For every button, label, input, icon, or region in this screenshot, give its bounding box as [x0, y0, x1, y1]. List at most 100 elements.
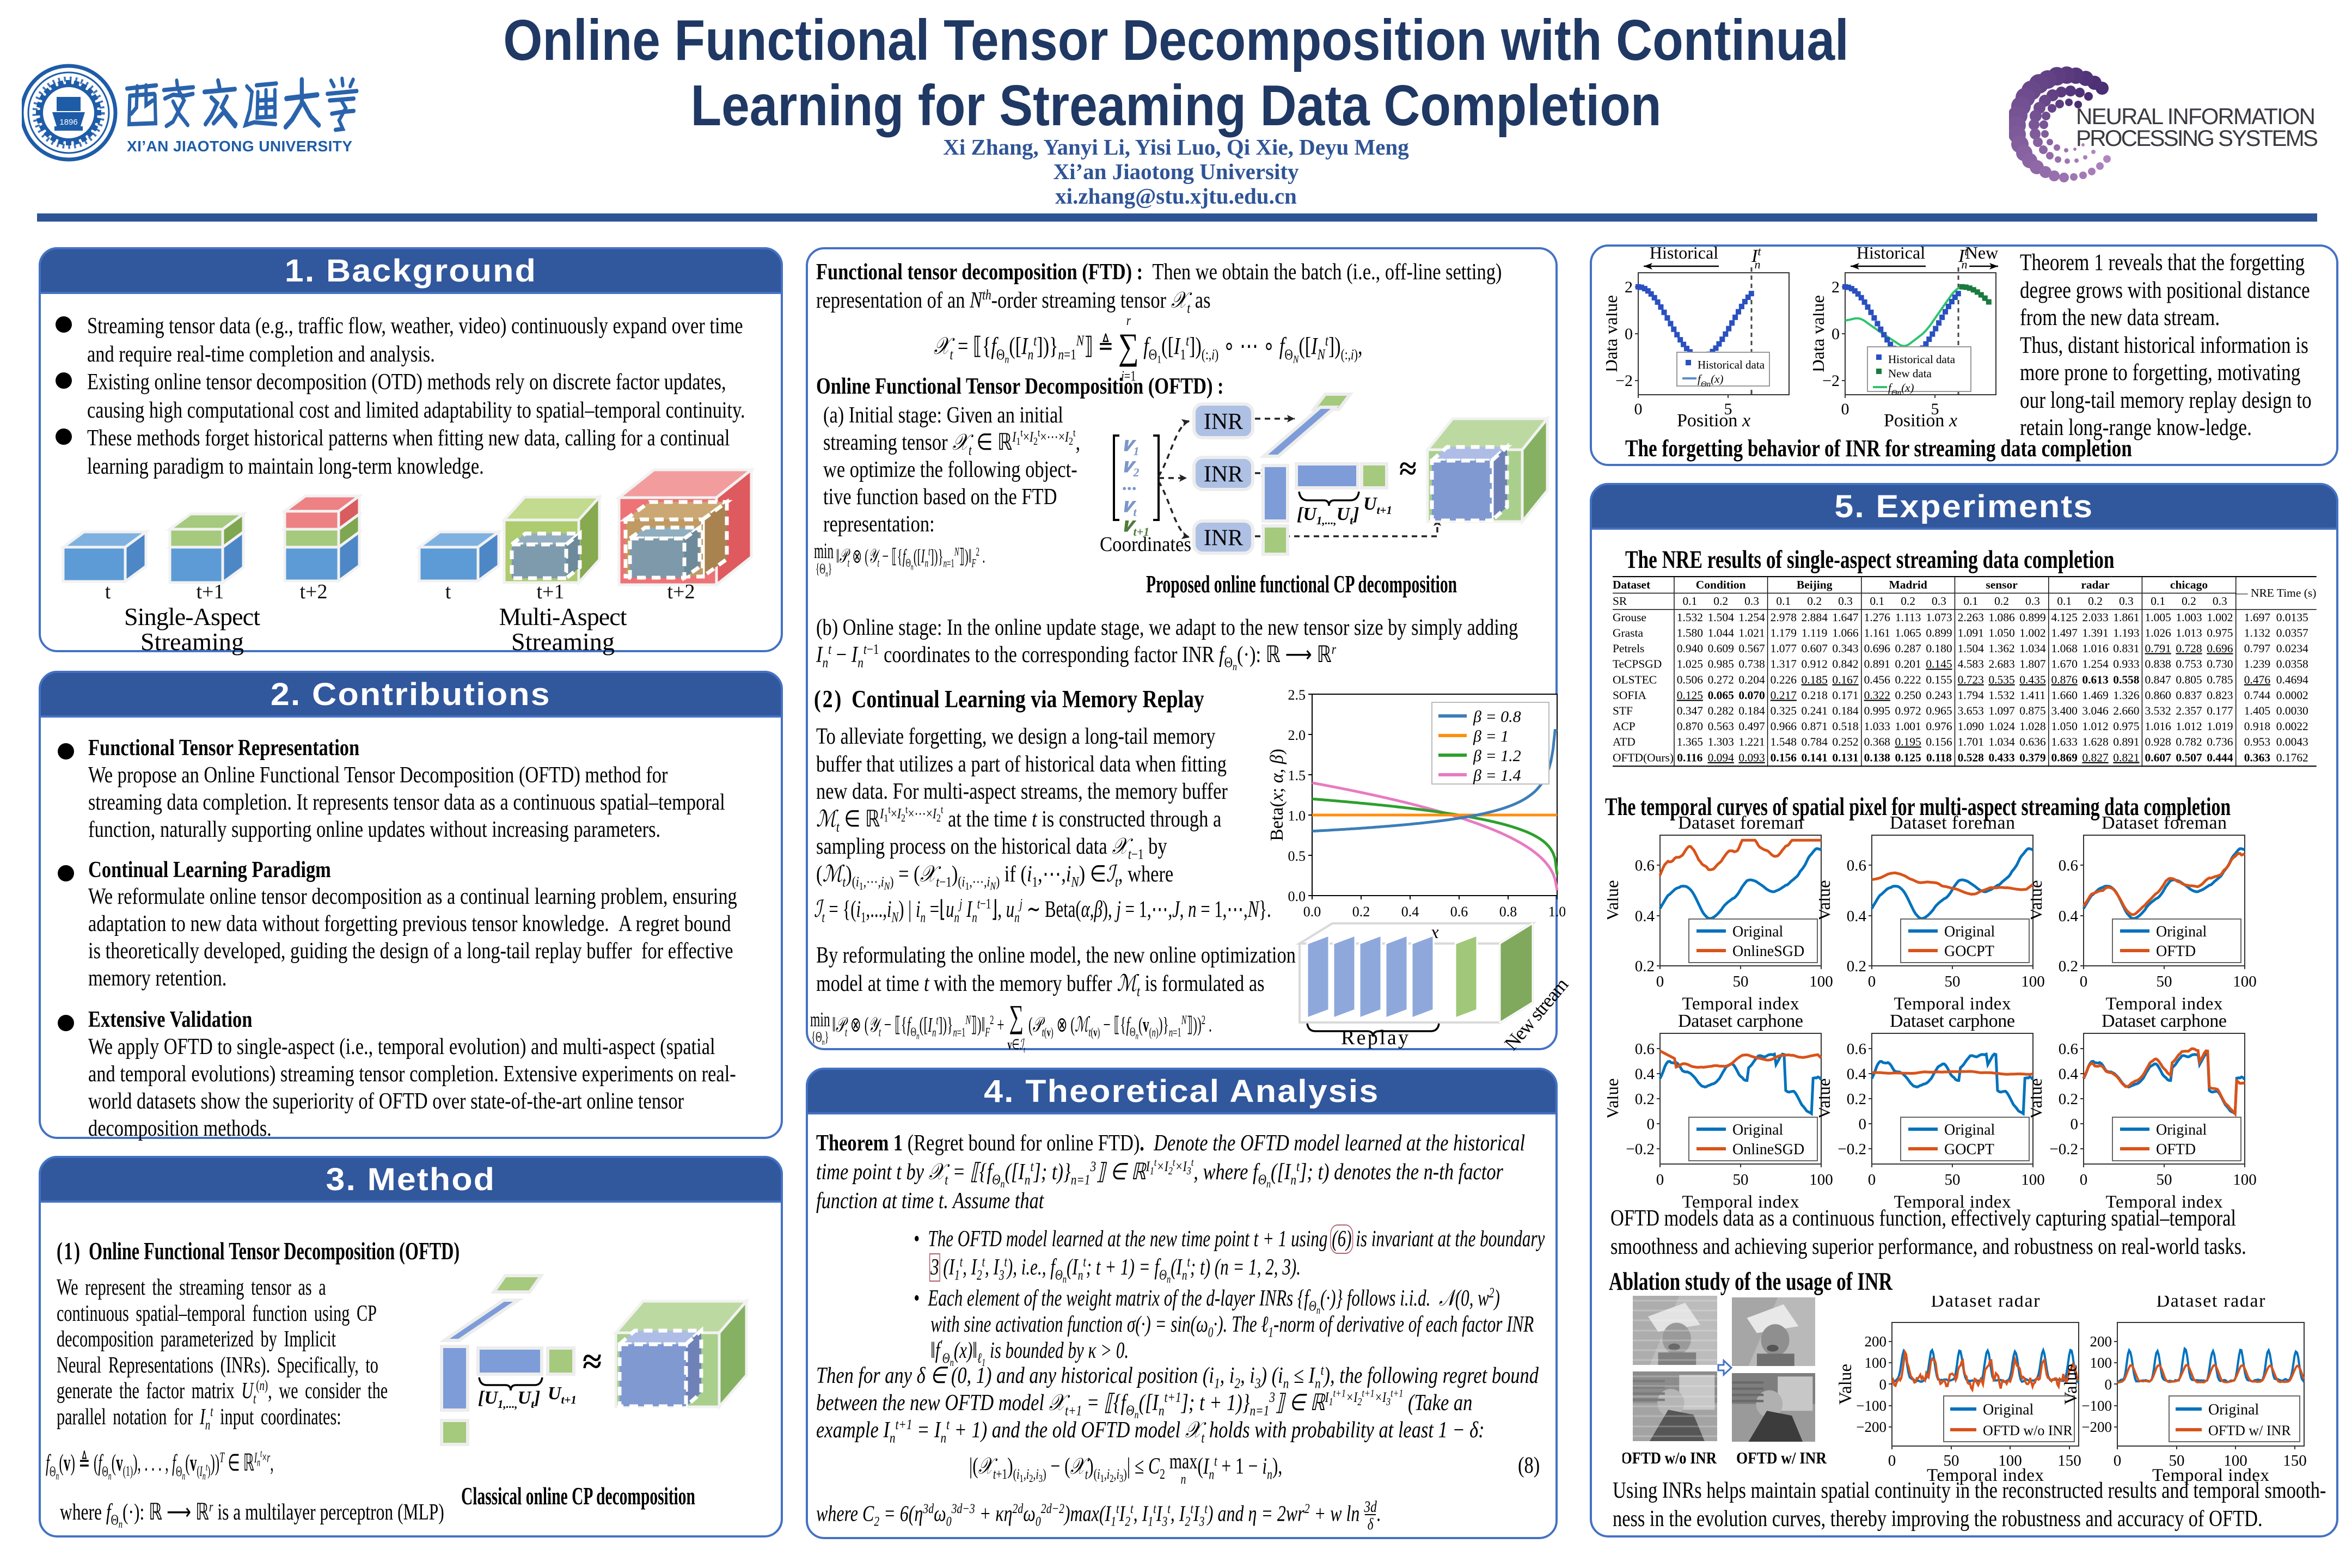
svg-text:OnlineSGD: OnlineSGD	[1732, 1141, 1804, 1158]
svg-text:Dataset foreman: Dataset foreman	[1890, 816, 2015, 833]
svg-text:100: 100	[2233, 1171, 2257, 1189]
svg-text:2: 2	[1625, 278, 1633, 296]
svg-text:Temporal index: Temporal index	[1682, 994, 1800, 1012]
svg-text:t+2: t+2	[300, 580, 328, 603]
svg-text:Historical data: Historical data	[1888, 353, 1956, 366]
svg-text:Beta(x; α, β): Beta(x; α, β)	[1269, 749, 1287, 841]
svg-text:Data value: Data value	[1813, 295, 1828, 372]
svg-text:0.4: 0.4	[1847, 1065, 1867, 1083]
svg-text:Position x: Position x	[1677, 411, 1750, 431]
svg-text:0.4: 0.4	[1847, 908, 1867, 925]
svg-text:NEURAL INFORMATION: NEURAL INFORMATION	[2076, 103, 2316, 129]
svg-text:OFTD: OFTD	[2156, 1141, 2196, 1158]
svg-text:100: 100	[2233, 973, 2257, 990]
svg-text:t: t	[105, 580, 111, 603]
svg-text:0.2: 0.2	[1352, 904, 1370, 920]
svg-text:0.6: 0.6	[1635, 857, 1655, 874]
svg-text:0.6: 0.6	[1847, 1040, 1866, 1058]
svg-text:Temporal index: Temporal index	[2106, 994, 2224, 1012]
svg-text:100: 100	[1865, 1355, 1887, 1371]
svg-text:XI’AN JIAOTONG UNIVERSITY: XI’AN JIAOTONG UNIVERSITY	[127, 138, 352, 155]
svg-text:150: 150	[2283, 1452, 2307, 1469]
svg-text:Value: Value	[1836, 1364, 1855, 1405]
svg-text:Streaming: Streaming	[140, 628, 244, 656]
svg-text:100: 100	[1809, 1171, 1833, 1189]
svg-text:Temporal index: Temporal index	[1682, 1192, 1800, 1210]
svg-text:Original: Original	[2156, 1122, 2207, 1138]
svg-text:Data value: Data value	[1606, 295, 1621, 372]
svg-text:Dataset foreman: Dataset foreman	[1678, 816, 1803, 833]
svg-text:[U1,...,Ut]: [U1,...,Ut]	[478, 1388, 540, 1411]
svg-text:0: 0	[1656, 973, 1664, 990]
svg-text:Original: Original	[1983, 1401, 2034, 1418]
svg-text:0: 0	[1868, 1171, 1876, 1189]
svg-text:New data: New data	[1888, 367, 1932, 380]
svg-text:Temporal index: Temporal index	[2106, 1192, 2224, 1210]
svg-text:β = 0.8: β = 0.8	[1473, 708, 1521, 726]
svg-text:2.0: 2.0	[1288, 727, 1306, 743]
svg-text:[U1,...,Ut]: [U1,...,Ut]	[1297, 504, 1359, 527]
svg-text:Original: Original	[2156, 923, 2207, 940]
svg-text:−200: −200	[1856, 1419, 1886, 1435]
svg-text:Multi-Aspect: Multi-Aspect	[499, 603, 627, 630]
svg-text:0.6: 0.6	[1847, 857, 1866, 874]
svg-text:≈: ≈	[583, 1342, 602, 1381]
svg-text:5: 5	[1724, 400, 1732, 418]
svg-text:0.0: 0.0	[1288, 889, 1306, 904]
svg-text:Original: Original	[1944, 923, 1995, 940]
svg-text:100: 100	[2224, 1452, 2247, 1469]
svg-text:0.6: 0.6	[1450, 904, 1468, 920]
svg-text:Value: Value	[1819, 1078, 1834, 1119]
svg-text:1896: 1896	[59, 118, 77, 127]
svg-text:t+2: t+2	[667, 580, 695, 603]
svg-text:GOCPT: GOCPT	[1944, 943, 1994, 960]
svg-text:Single-Aspect: Single-Aspect	[124, 603, 260, 630]
svg-text:INR: INR	[1204, 409, 1243, 434]
svg-text:0: 0	[2080, 973, 2088, 990]
svg-text:−0.2: −0.2	[2049, 1141, 2078, 1158]
svg-text:0: 0	[2071, 1116, 2079, 1133]
svg-text:−200: −200	[2081, 1419, 2112, 1435]
svg-text:0.4: 0.4	[2059, 908, 2079, 925]
svg-text:200: 200	[1865, 1333, 1887, 1350]
svg-text:−100: −100	[2081, 1398, 2112, 1414]
svg-text:Value: Value	[2031, 880, 2046, 921]
svg-text:Value: Value	[1607, 1078, 1622, 1119]
svg-text:New: New	[1965, 243, 1998, 262]
svg-text:t+1: t+1	[197, 580, 224, 603]
svg-text:100: 100	[1998, 1452, 2022, 1469]
svg-text:0: 0	[1832, 325, 1840, 343]
svg-text:Position x: Position x	[1884, 411, 1957, 431]
svg-text:0.2: 0.2	[1847, 1091, 1866, 1108]
svg-text:5: 5	[1931, 400, 1939, 418]
svg-text:2: 2	[1832, 278, 1840, 296]
svg-text:2.5: 2.5	[1288, 687, 1306, 703]
svg-text:Original: Original	[1944, 1122, 1995, 1138]
svg-text:OFTD w/o INR: OFTD w/o INR	[1622, 1448, 1717, 1467]
svg-text:1.5: 1.5	[1288, 768, 1306, 783]
svg-text:t+1: t+1	[537, 580, 565, 603]
svg-text:100: 100	[1809, 973, 1833, 990]
svg-text:Replay: Replay	[1341, 1026, 1408, 1049]
svg-text:0: 0	[2114, 1452, 2122, 1469]
svg-text:50: 50	[1945, 1171, 1961, 1189]
svg-text:0: 0	[1888, 1452, 1896, 1469]
svg-text:Historical data: Historical data	[1698, 358, 1765, 371]
svg-text:0.6: 0.6	[2059, 857, 2078, 874]
svg-text:200: 200	[2090, 1333, 2112, 1350]
svg-text:Dataset foreman: Dataset foreman	[2102, 816, 2227, 833]
svg-text:0: 0	[1879, 1376, 1887, 1393]
svg-text:0: 0	[1634, 400, 1643, 418]
svg-text:0.6: 0.6	[2059, 1040, 2078, 1058]
svg-text:0.2: 0.2	[1635, 1091, 1655, 1108]
svg-text:100: 100	[2021, 1171, 2045, 1189]
svg-text:OnlineSGD: OnlineSGD	[1732, 943, 1804, 960]
svg-text:0.4: 0.4	[1635, 1065, 1655, 1083]
svg-text:0.2: 0.2	[2059, 958, 2078, 975]
svg-text:0: 0	[1625, 325, 1633, 343]
svg-text:Value: Value	[1819, 880, 1834, 921]
svg-text:50: 50	[1733, 973, 1749, 990]
svg-text:1.0: 1.0	[1288, 808, 1306, 824]
svg-text:Ut+1: Ut+1	[548, 1383, 577, 1406]
svg-text:β = 1: β = 1	[1473, 727, 1509, 745]
